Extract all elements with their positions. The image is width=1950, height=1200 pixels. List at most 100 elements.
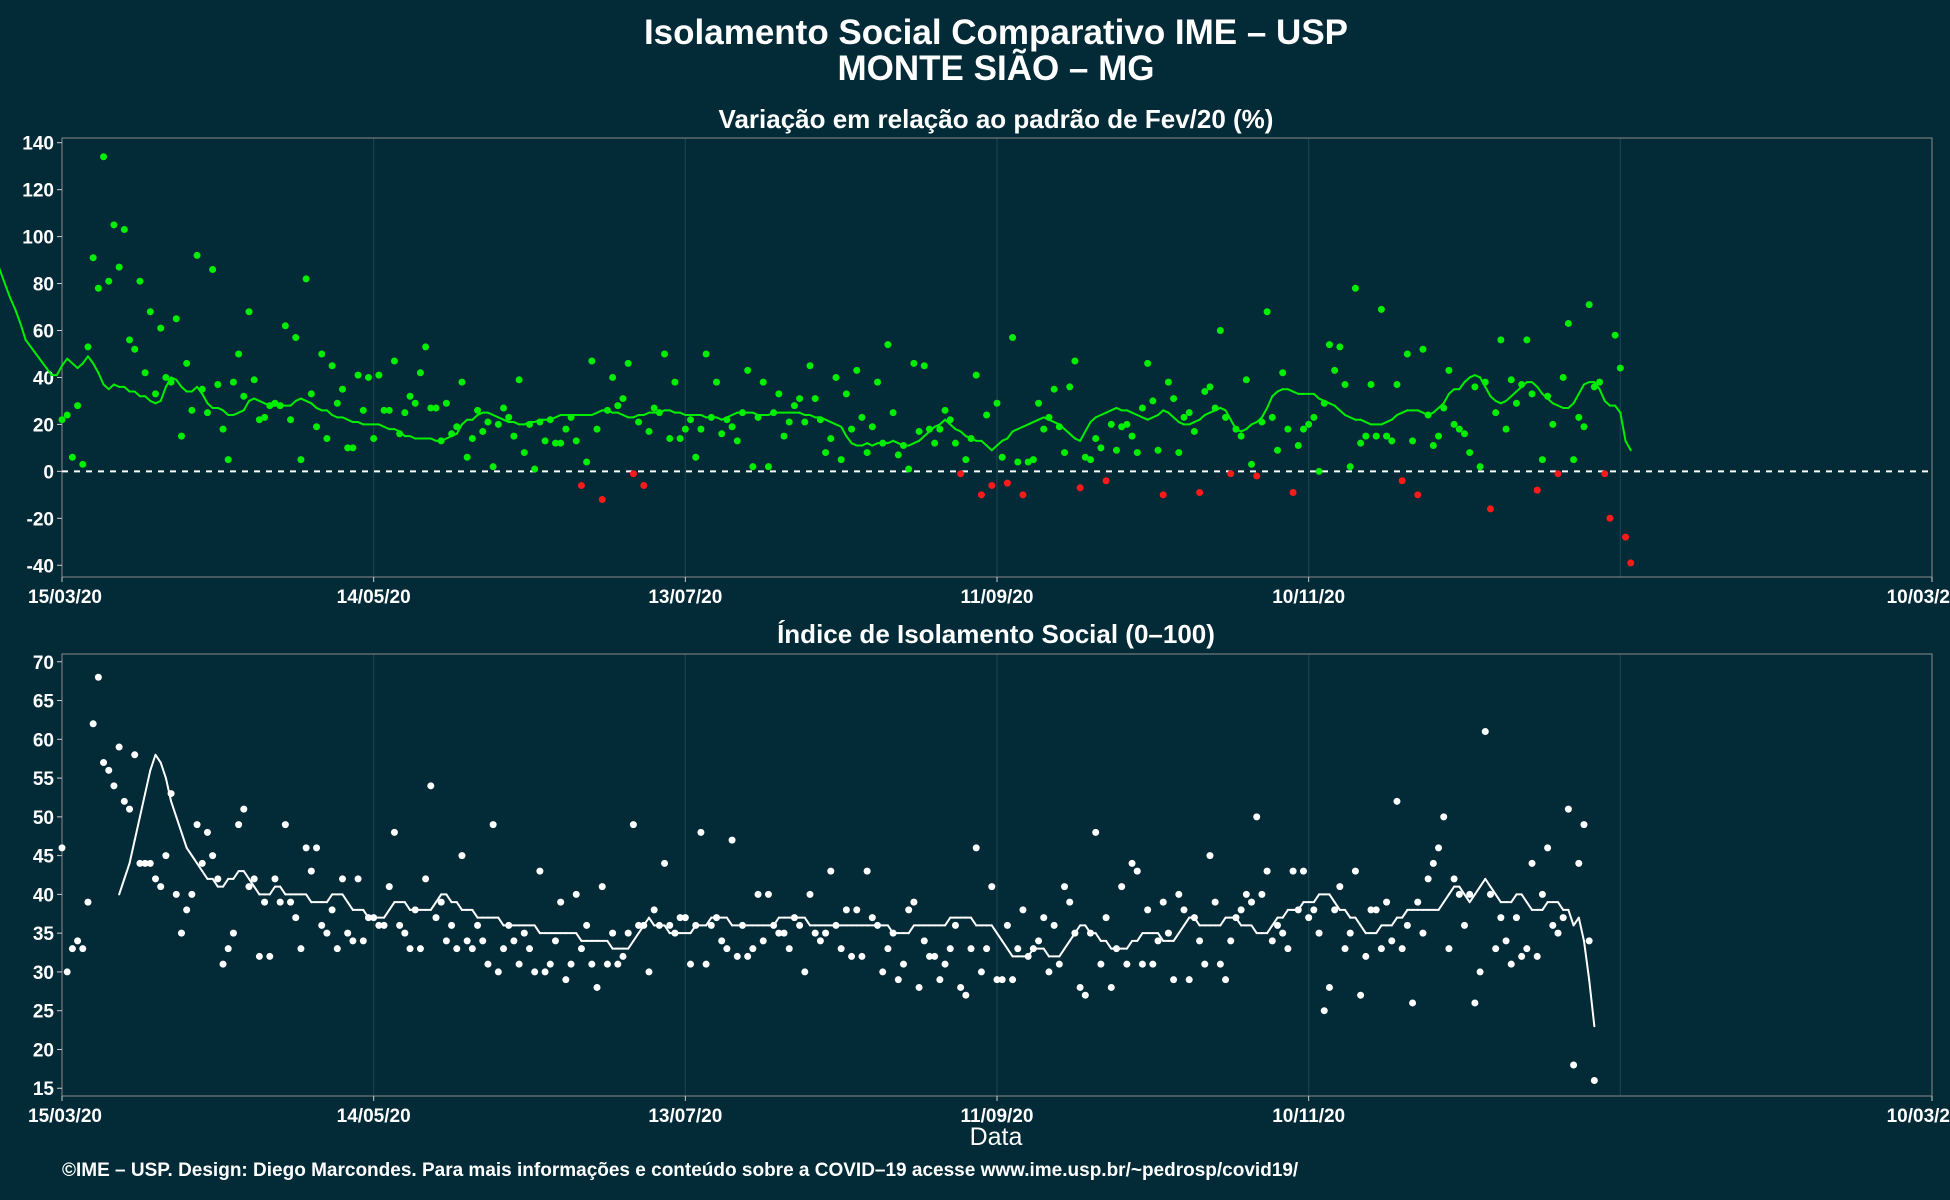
data-point bbox=[1377, 305, 1385, 313]
data-point bbox=[1144, 906, 1152, 914]
data-point bbox=[1544, 844, 1552, 852]
data-point bbox=[884, 945, 892, 953]
moving-average-segment bbox=[123, 862, 131, 880]
x-tick-label: 14/05/20 bbox=[337, 587, 411, 608]
data-point bbox=[1019, 491, 1027, 499]
data-point bbox=[1232, 914, 1240, 922]
y-tick-label: 35 bbox=[33, 924, 55, 945]
data-point bbox=[1492, 945, 1500, 953]
x-tick-label: 10/11/20 bbox=[1272, 587, 1345, 608]
data-point bbox=[245, 308, 253, 316]
data-point bbox=[126, 805, 134, 813]
data-point bbox=[1533, 952, 1541, 960]
data-point bbox=[531, 465, 539, 473]
data-point bbox=[1009, 976, 1017, 984]
data-point bbox=[676, 434, 684, 442]
data-point bbox=[1180, 906, 1188, 914]
data-point bbox=[219, 960, 227, 968]
data-point bbox=[723, 945, 731, 953]
data-point bbox=[915, 983, 923, 991]
data-point bbox=[910, 898, 918, 906]
data-point bbox=[489, 463, 497, 471]
data-point bbox=[905, 465, 913, 473]
data-point bbox=[697, 425, 705, 433]
data-point bbox=[1403, 921, 1411, 929]
data-point bbox=[780, 432, 788, 440]
data-point bbox=[1627, 559, 1635, 567]
data-point bbox=[526, 945, 533, 953]
data-point bbox=[562, 976, 570, 984]
data-point bbox=[941, 960, 949, 968]
data-point bbox=[1445, 945, 1453, 953]
data-point bbox=[328, 906, 336, 914]
data-point bbox=[541, 437, 549, 445]
data-point bbox=[385, 406, 393, 414]
data-point bbox=[1398, 945, 1406, 953]
data-point bbox=[993, 399, 1001, 407]
data-point bbox=[1585, 937, 1593, 945]
data-point bbox=[183, 906, 191, 914]
data-point bbox=[1476, 463, 1484, 471]
data-point bbox=[458, 378, 466, 386]
panel-variation-chart: -40 -20 0 20 40 60 80 100 120 140 15/03/20 14/05/20… bbox=[0, 134, 1950, 608]
moving-average-segment bbox=[107, 383, 115, 391]
data-point bbox=[1585, 301, 1593, 309]
moving-average-segment bbox=[14, 308, 22, 325]
data-point bbox=[1414, 898, 1422, 906]
data-point bbox=[500, 404, 508, 412]
data-point bbox=[1019, 906, 1027, 914]
data-point bbox=[63, 968, 71, 976]
data-point bbox=[692, 921, 700, 929]
data-point bbox=[313, 423, 321, 431]
data-point bbox=[816, 937, 824, 945]
data-point bbox=[957, 470, 965, 478]
data-point bbox=[489, 821, 497, 829]
data-point bbox=[681, 425, 689, 433]
data-point bbox=[588, 357, 596, 365]
data-point bbox=[1320, 399, 1328, 407]
moving-average-segment bbox=[803, 916, 811, 927]
data-point bbox=[1133, 449, 1141, 457]
data-point bbox=[1351, 867, 1359, 875]
data-point bbox=[63, 411, 71, 419]
data-point bbox=[1445, 366, 1453, 374]
x-tick-label: 14/05/20 bbox=[337, 1106, 411, 1127]
data-point bbox=[702, 350, 710, 358]
moving-average-segment bbox=[1312, 392, 1321, 400]
data-point bbox=[1076, 484, 1084, 492]
x-tick-label: 15/03/20 bbox=[28, 587, 102, 608]
data-point bbox=[442, 937, 450, 945]
data-point bbox=[1211, 404, 1219, 412]
data-point bbox=[1045, 968, 1053, 976]
data-point bbox=[105, 766, 113, 774]
data-point bbox=[1559, 914, 1567, 922]
moving-average-segment bbox=[1172, 416, 1180, 424]
moving-average-segment bbox=[1536, 385, 1544, 395]
moving-average-segment bbox=[1255, 416, 1263, 424]
data-point bbox=[442, 399, 450, 407]
moving-average-segment bbox=[305, 893, 313, 904]
data-point bbox=[100, 153, 108, 161]
data-point bbox=[281, 322, 289, 330]
data-point bbox=[1154, 937, 1162, 945]
data-point bbox=[1435, 432, 1443, 440]
data-point bbox=[583, 458, 591, 466]
data-point bbox=[188, 890, 196, 898]
data-point bbox=[1320, 1007, 1328, 1015]
data-point bbox=[100, 759, 108, 767]
data-point bbox=[1014, 458, 1022, 466]
data-point bbox=[1118, 883, 1126, 891]
data-point bbox=[209, 852, 217, 860]
x-tick-label: 15/03/20 bbox=[28, 1106, 102, 1127]
data-point bbox=[785, 945, 793, 953]
data-point bbox=[1024, 952, 1032, 960]
moving-average-segment bbox=[1582, 939, 1591, 981]
moving-average-segment bbox=[1442, 893, 1450, 904]
data-point bbox=[619, 395, 627, 403]
data-point bbox=[603, 406, 611, 414]
moving-average-segment bbox=[242, 399, 250, 412]
moving-average-segment bbox=[190, 854, 199, 865]
data-point bbox=[936, 976, 944, 984]
data-point bbox=[1066, 383, 1074, 391]
